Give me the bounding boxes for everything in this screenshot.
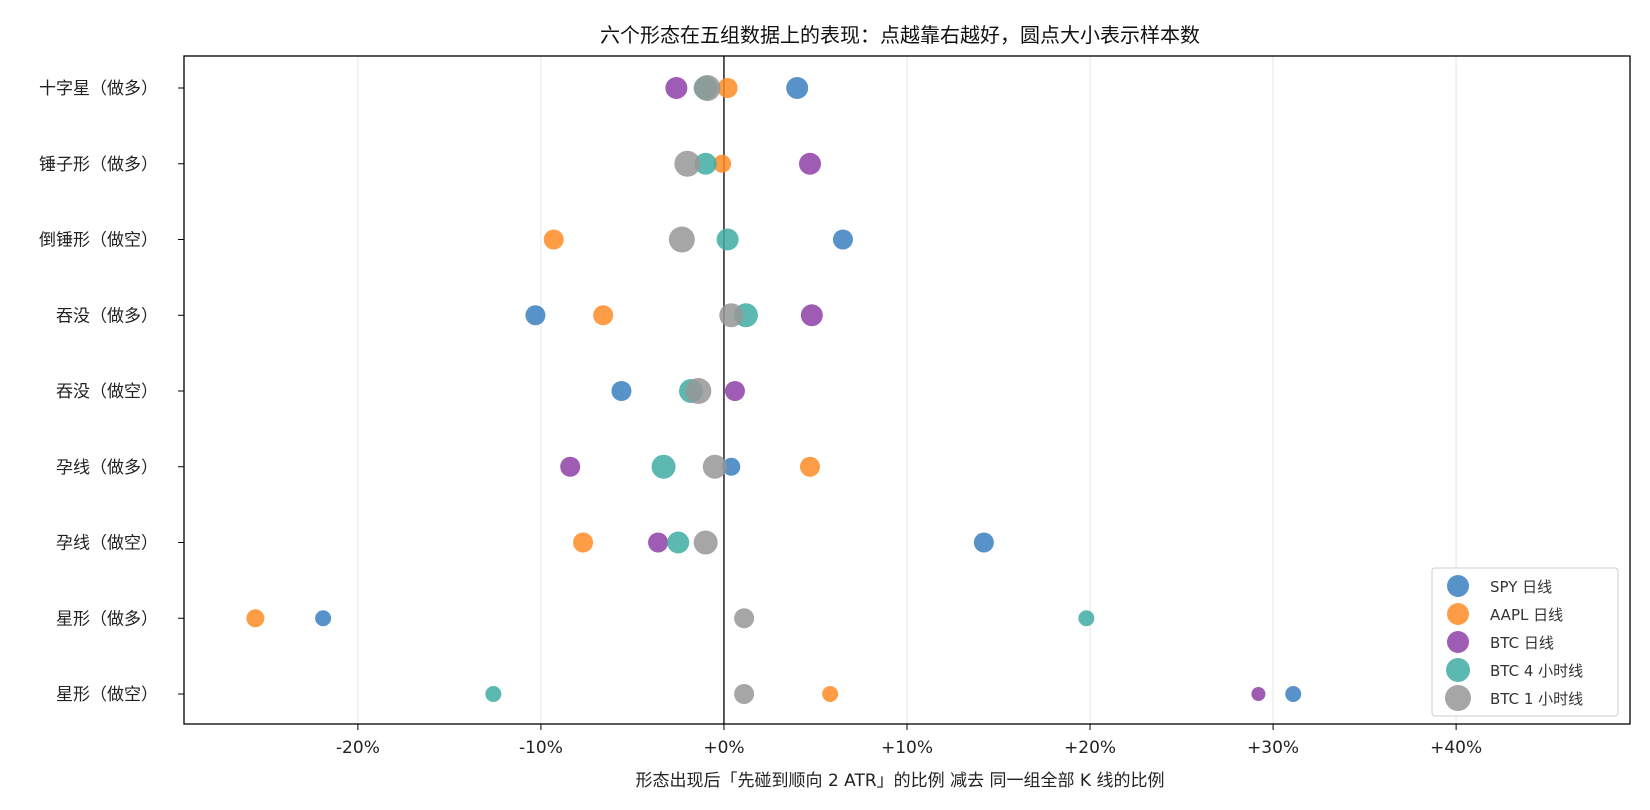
data-point [611, 381, 632, 401]
data-point [734, 608, 755, 629]
x-tick-label: +40% [1430, 738, 1482, 758]
data-point [694, 152, 717, 175]
data-point [525, 305, 546, 326]
y-tick-label: 孕线（做多） [56, 458, 158, 478]
data-point [713, 154, 732, 173]
data-point [786, 77, 809, 99]
y-tick-label: 吞没（做多） [56, 306, 158, 326]
data-point [973, 532, 994, 553]
data-point [668, 226, 695, 253]
data-point [651, 454, 676, 479]
y-tick-label: 星形（做多） [56, 609, 158, 629]
data-point [716, 228, 739, 251]
legend-marker [1446, 658, 1470, 682]
data-point [1285, 686, 1302, 702]
y-tick-label: 锤子形（做多） [39, 155, 158, 175]
data-point [702, 454, 727, 479]
legend-label: BTC 4 小时线 [1490, 662, 1583, 680]
legend-marker [1447, 603, 1469, 625]
data-point [719, 303, 744, 328]
data-point [665, 77, 688, 99]
data-point [722, 457, 741, 476]
data-point [1078, 610, 1095, 627]
x-axis-ticks: -20% -10% +0% +10% +20% +30% +40% [336, 724, 1482, 758]
data-point [573, 532, 594, 553]
data-point [667, 531, 690, 554]
data-points [246, 75, 1302, 704]
x-tick-label: +20% [1064, 738, 1116, 758]
y-tick-label: 十字星（做多） [39, 79, 158, 99]
data-point [800, 304, 823, 327]
x-axis-label: 形态出现后「先碰到顺向 2 ATR」的比例 减去 同一组全部 K 线的比例 [636, 771, 1165, 791]
y-tick-label: 倒锤形（做空） [39, 231, 158, 251]
data-point [593, 305, 614, 326]
legend-marker [1447, 631, 1469, 653]
data-point [822, 686, 839, 702]
data-point [832, 229, 853, 250]
x-tick-label: +10% [881, 738, 933, 758]
y-tick-label: 星形（做空） [56, 685, 158, 705]
x-tick-label: +30% [1247, 738, 1299, 758]
plot-area-frame [183, 55, 1631, 725]
y-tick-label: 吞没（做空） [56, 382, 158, 402]
data-point [694, 75, 721, 101]
legend-label: AAPL 日线 [1490, 606, 1563, 624]
data-point [560, 456, 581, 477]
data-point [685, 378, 712, 404]
data-point [798, 152, 821, 175]
x-tick-label: +0% [703, 738, 744, 758]
data-point [693, 530, 718, 555]
legend: SPY 日线 AAPL 日线 BTC 日线 BTC 4 小时线 BTC 1 小时线 [1431, 567, 1619, 717]
data-point [485, 686, 502, 702]
data-point [799, 456, 820, 477]
data-point [648, 532, 669, 553]
y-axis-ticks: 十字星（做多） 锤子形（做多） 倒锤形（做空） 吞没（做多） 吞没（做空） 孕线（做多） 孕… [39, 79, 184, 705]
data-point [315, 610, 332, 627]
x-tick-label: -20% [336, 738, 380, 758]
data-point [724, 381, 745, 401]
x-tick-label: -10% [519, 738, 563, 758]
data-point [543, 229, 564, 250]
legend-label: BTC 1 小时线 [1490, 690, 1583, 708]
data-point [717, 78, 738, 98]
data-point [734, 684, 755, 704]
legend-frame [1431, 567, 1619, 717]
data-point [1251, 687, 1266, 701]
chart-title: 六个形态在五组数据上的表现：点越靠右越好，圆点大小表示样本数 [600, 23, 1200, 47]
grid-lines [357, 56, 1457, 724]
legend-label: SPY 日线 [1490, 578, 1552, 596]
legend-marker [1447, 575, 1469, 597]
y-tick-label: 孕线（做空） [56, 534, 158, 554]
legend-marker [1445, 685, 1471, 711]
data-point [674, 150, 701, 177]
data-point [246, 609, 265, 628]
legend-label: BTC 日线 [1490, 634, 1554, 652]
